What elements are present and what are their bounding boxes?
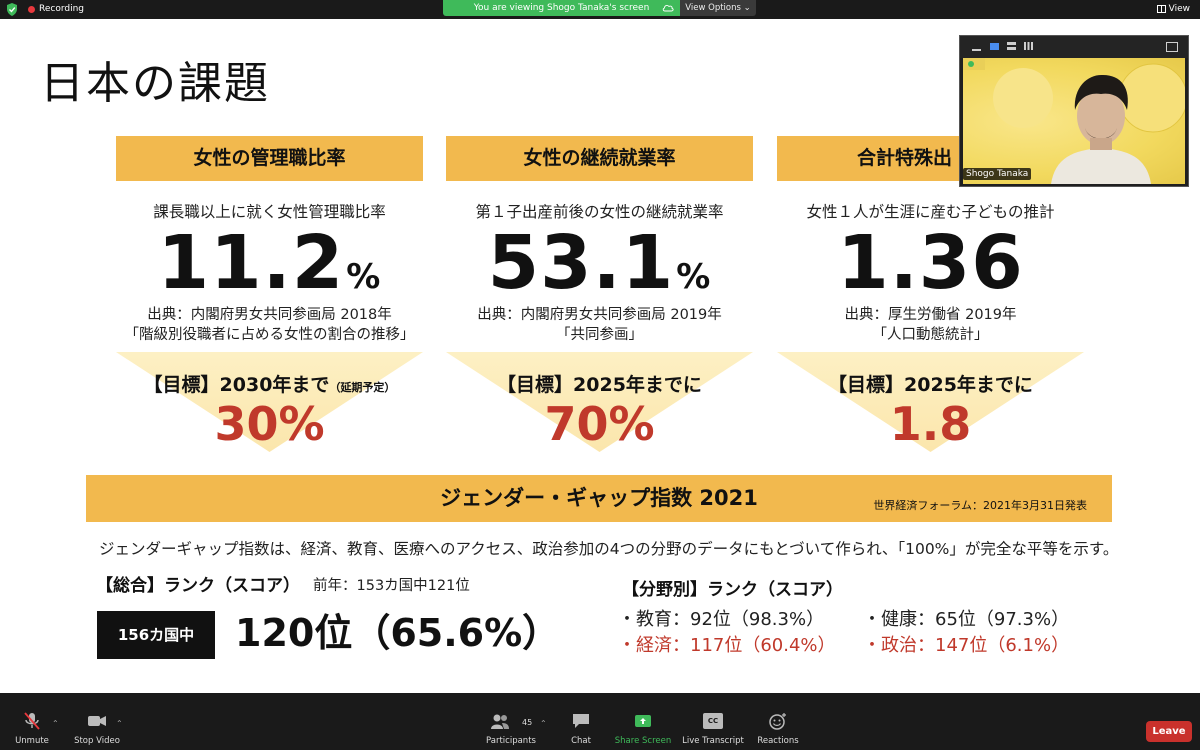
- gender-gap-description: ジェンダーギャップ指数は、経済、教育、医療へのアクセス、政治参加の4つの分野のデ…: [99, 540, 1119, 558]
- viewing-screen-banner: You are viewing Shogo Tanaka's screen: [443, 0, 680, 16]
- unmute-label: Unmute: [15, 736, 49, 746]
- participant-name-label: Shogo Tanaka: [963, 168, 1032, 180]
- panel-source-line: 出典：内閣府男女共同参画局 2018年: [147, 307, 392, 323]
- record-dot-icon: [28, 5, 35, 13]
- panel-big-value: 11.2%: [116, 218, 423, 322]
- reactions-button[interactable]: Reactions: [756, 693, 800, 750]
- fullscreen-icon[interactable]: [1166, 42, 1178, 52]
- recording-label: Recording: [39, 4, 85, 14]
- panel-big-value: 53.1%: [446, 218, 753, 322]
- panel-source-title: 「階級別役職者に占める女性の割合の推移」: [124, 327, 415, 343]
- target-label: 【目標】2030年まで: [143, 374, 330, 396]
- big-unit: %: [346, 257, 382, 297]
- speaker-view-icon[interactable]: [990, 43, 999, 50]
- share-screen-label: Share Screen: [614, 736, 672, 746]
- strip-view-icon-bar: [1007, 47, 1016, 50]
- strip-view-icon[interactable]: [1007, 42, 1016, 45]
- overall-rank-label: 【総合】ランク（スコア）: [96, 576, 300, 596]
- panel-header: 女性の管理職比率: [116, 136, 423, 181]
- country-count-badge: 156カ国中: [97, 611, 215, 659]
- leave-button[interactable]: Leave: [1146, 721, 1192, 742]
- view-options-dropdown[interactable]: View Options ⌄: [680, 0, 756, 16]
- panel-target: 【目標】2025年までに: [777, 370, 1084, 397]
- viewing-banner-text: You are viewing Shogo Tanaka's screen: [473, 3, 650, 13]
- view-button[interactable]: View: [1156, 4, 1190, 14]
- panel-women-managers: 女性の管理職比率 課長職以上に就く女性管理職比率 11.2% 出典：内閣府男女共…: [116, 136, 423, 466]
- view-label: View: [1168, 4, 1190, 14]
- field-rank-economy: ・経済：117位（60.4%）: [618, 635, 836, 656]
- panel-continued-employment: 女性の継続就業率 第１子出産前後の女性の継続就業率 53.1% 出典：内閣府男女…: [446, 136, 753, 466]
- participants-button[interactable]: 45 Participants: [486, 693, 536, 750]
- field-rank-politics: ・政治：147位（6.1%）: [863, 635, 1070, 656]
- video-background-art: [963, 58, 1185, 133]
- panel-goal-value: 30%: [214, 397, 325, 451]
- cloud-icon: [662, 4, 674, 12]
- panel-source-title: 「人口動態統計」: [872, 327, 989, 343]
- big-number: 11.2: [157, 220, 345, 306]
- panel-goal-value: 70%: [544, 397, 655, 451]
- target-label: 【目標】2025年までに: [497, 374, 702, 396]
- meeting-top-bar: Recording You are viewing Shogo Tanaka's…: [0, 0, 1200, 19]
- meeting-toolbar: Unmute ⌃ Stop Video ⌃ 45 Participants ⌃ …: [0, 693, 1200, 750]
- field-rank-education: ・教育：92位（98.3%）: [618, 609, 825, 630]
- panel-header: 女性の継続就業率: [446, 136, 753, 181]
- big-number: 53.1: [487, 220, 675, 306]
- panel-source-line: 出典：厚生労働省 2019年: [844, 307, 1017, 323]
- big-unit: %: [676, 257, 712, 297]
- participants-count: 45: [522, 718, 533, 727]
- field-rank-health: ・健康：65位（97.3%）: [863, 609, 1070, 630]
- gender-gap-source: 世界経済フォーラム：2021年3月31日発表: [873, 499, 1087, 512]
- target-label: 【目標】2025年までに: [828, 374, 1033, 396]
- participant-silhouette: [1051, 74, 1151, 184]
- security-shield-icon[interactable]: [6, 3, 18, 16]
- panel-source-title: 「共同参画」: [556, 327, 643, 343]
- share-screen-icon: [635, 715, 651, 727]
- chat-button[interactable]: Chat: [562, 693, 600, 750]
- chat-label: Chat: [571, 736, 591, 746]
- view-layout-icon: [1156, 5, 1166, 13]
- share-screen-button[interactable]: Share Screen: [614, 693, 672, 750]
- panel-fertility-rate: 合計特殊出 女性１人が生涯に産む子どもの推計 1.36 出典：厚生労働省 201…: [777, 136, 1084, 466]
- unmute-button[interactable]: Unmute: [10, 693, 54, 750]
- panel-target: 【目標】2030年まで（延期予定）: [116, 370, 423, 397]
- recording-indicator[interactable]: Recording: [28, 4, 84, 14]
- panel-target: 【目標】2025年までに: [446, 370, 753, 397]
- live-transcript-label: Live Transcript: [682, 736, 744, 746]
- panel-goal-value: 1.8: [889, 397, 972, 451]
- video-options-caret-icon[interactable]: ⌃: [116, 719, 123, 728]
- big-number: 1.36: [837, 220, 1024, 306]
- video-camera-icon: [88, 716, 106, 726]
- video-tile-toolbar: [960, 36, 1188, 58]
- stop-video-label: Stop Video: [74, 736, 120, 746]
- reactions-label: Reactions: [757, 736, 799, 746]
- panel-source-line: 出典：内閣府男女共同参画局 2019年: [477, 307, 722, 323]
- field-rank-label: 【分野別】ランク（スコア）: [622, 580, 843, 600]
- live-transcript-button[interactable]: CC Live Transcript: [682, 693, 744, 750]
- slide-title: 日本の課題: [40, 58, 270, 109]
- chevron-down-icon: ⌄: [743, 3, 751, 13]
- minimize-icon[interactable]: [972, 49, 981, 51]
- gender-gap-header: ジェンダー・ギャップ指数 2021 世界経済フォーラム：2021年3月31日発表: [86, 475, 1112, 522]
- panel-description: 課長職以上に就く女性管理職比率: [153, 203, 386, 221]
- video-feed: [963, 58, 1185, 184]
- panel-description: 女性１人が生涯に産む子どもの推計: [806, 203, 1055, 221]
- audio-options-caret-icon[interactable]: ⌃: [52, 719, 59, 728]
- stop-video-button[interactable]: Stop Video: [72, 693, 122, 750]
- participants-options-caret-icon[interactable]: ⌃: [540, 719, 547, 728]
- participant-video-tile[interactable]: Shogo Tanaka: [959, 35, 1189, 187]
- muted-microphone-icon: [24, 712, 40, 730]
- gender-gap-title: ジェンダー・ギャップ指数 2021: [440, 486, 758, 510]
- reactions-emoji-icon: [769, 713, 786, 730]
- panel-description: 第１子出産前後の女性の継続就業率: [475, 203, 724, 221]
- view-options-label: View Options: [685, 3, 741, 13]
- target-note: （延期予定）: [329, 381, 396, 394]
- closed-caption-icon: CC: [703, 713, 723, 729]
- participants-icon: [491, 714, 509, 729]
- chat-icon: [573, 714, 589, 728]
- overall-rank-value: 120位（65.6%）: [235, 611, 561, 655]
- panel-big-value: 1.36: [777, 218, 1084, 308]
- gallery-view-icon[interactable]: [1024, 42, 1033, 50]
- participants-label: Participants: [486, 736, 536, 746]
- overall-previous-year: 前年：153カ国中121位: [313, 578, 470, 594]
